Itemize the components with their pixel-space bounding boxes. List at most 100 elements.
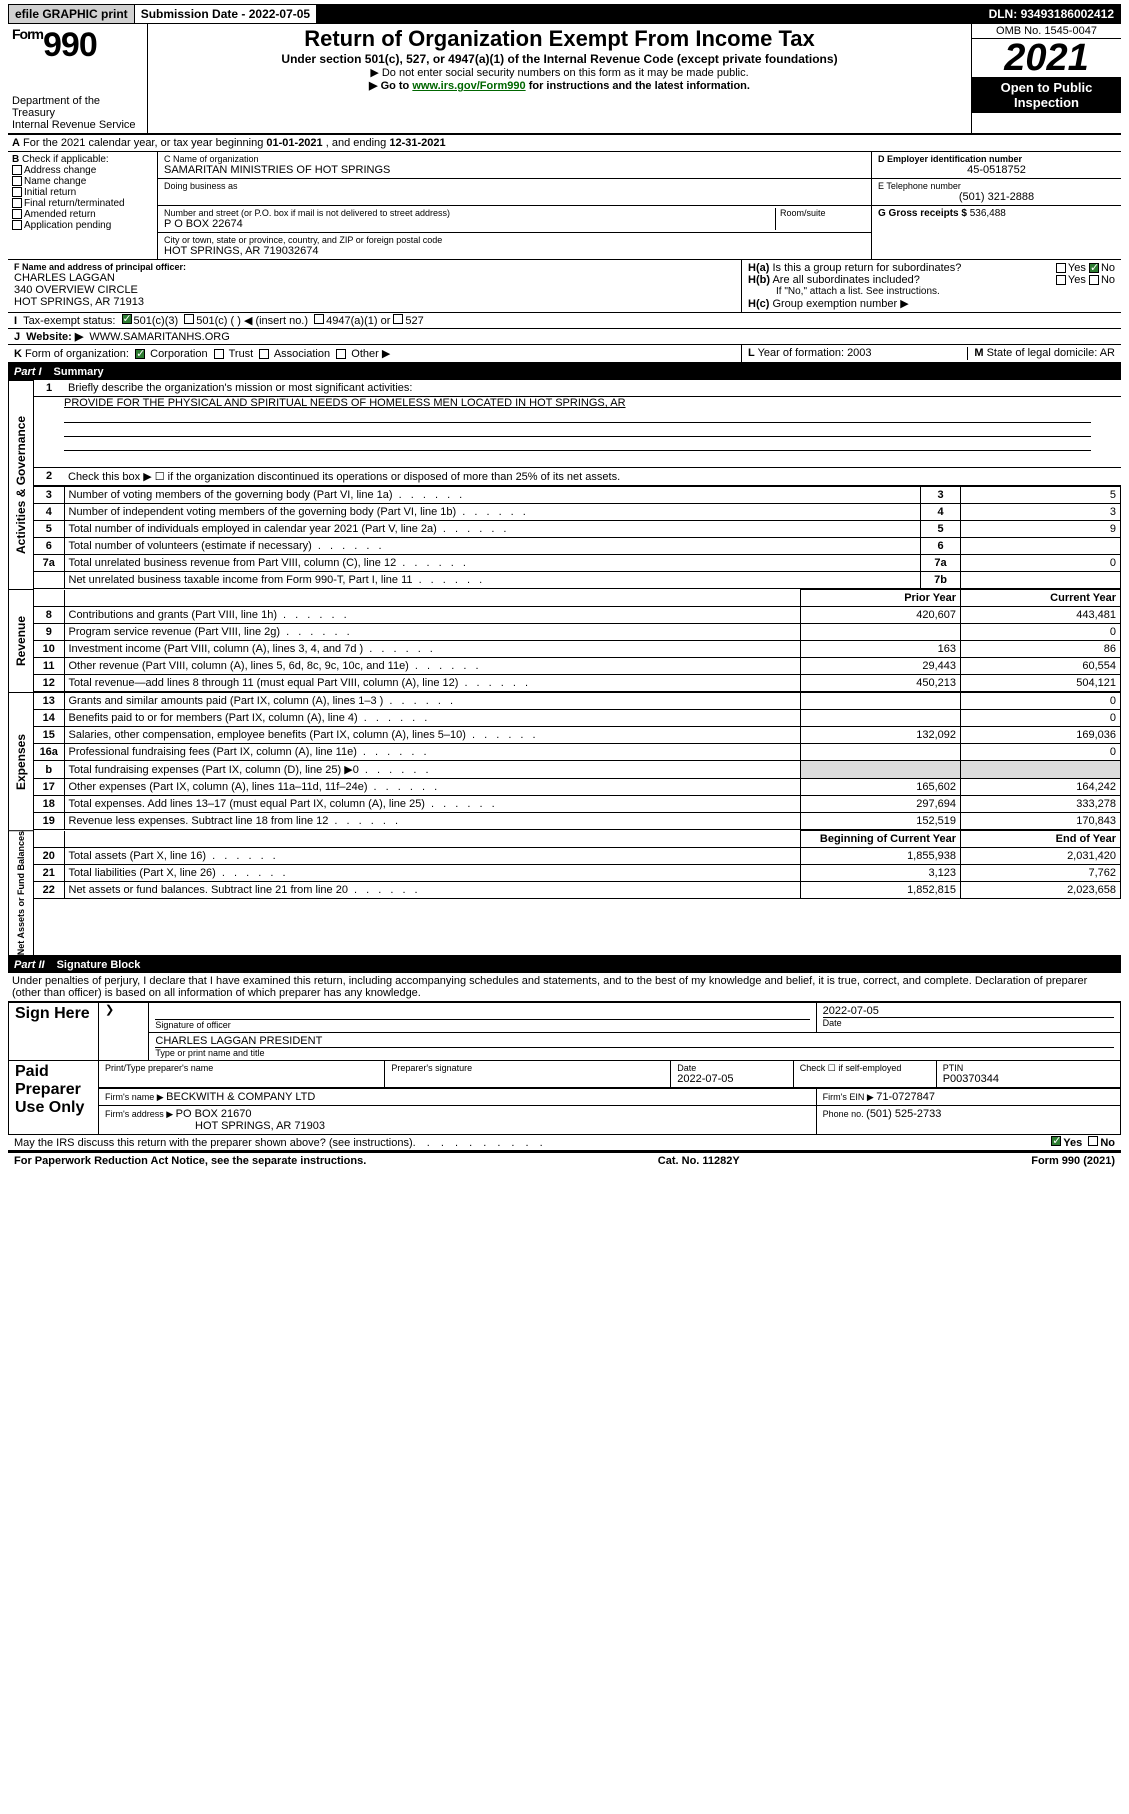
paperwork-notice: For Paperwork Reduction Act Notice, see … xyxy=(14,1155,366,1167)
sig-date-label: Date xyxy=(823,1017,1114,1028)
tax-year: 2021 xyxy=(972,39,1121,77)
sig-date: 2022-07-05 xyxy=(823,1005,1114,1017)
col-c-org-info: C Name of organization SAMARITAN MINISTR… xyxy=(158,152,871,259)
signature-table: Sign Here ❯ Signature of officer 2022-07… xyxy=(8,1002,1121,1135)
table-row: 19Revenue less expenses. Subtract line 1… xyxy=(34,813,1121,830)
phone: (501) 321-2888 xyxy=(878,191,1115,203)
org-name: SAMARITAN MINISTRIES OF HOT SPRINGS xyxy=(164,164,865,176)
check-final-return[interactable] xyxy=(12,198,22,208)
officer-label: F Name and address of principal officer: xyxy=(14,262,186,272)
city: HOT SPRINGS, AR 719032674 xyxy=(164,245,865,257)
check-initial-return[interactable] xyxy=(12,187,22,197)
check-corporation[interactable] xyxy=(135,349,145,359)
col-beg-year: Beginning of Current Year xyxy=(801,831,961,848)
officer-addr1: 340 OVERVIEW CIRCLE xyxy=(14,284,735,296)
topbar-spacer xyxy=(317,5,982,23)
sig-officer-label: Signature of officer xyxy=(155,1019,809,1030)
check-name-change[interactable] xyxy=(12,176,22,186)
state-domicile: AR xyxy=(1100,347,1115,359)
dba-label: Doing business as xyxy=(164,181,865,191)
table-row: 8Contributions and grants (Part VIII, li… xyxy=(34,607,1121,624)
irs-link[interactable]: www.irs.gov/Form990 xyxy=(412,80,525,92)
check-address-change[interactable] xyxy=(12,165,22,175)
check-ha-no[interactable] xyxy=(1089,263,1099,273)
form-link-line: ▶ Go to www.irs.gov/Form990 for instruct… xyxy=(156,79,963,92)
table-activities: 3Number of voting members of the governi… xyxy=(34,486,1121,589)
officer-printed-name: CHARLES LAGGAN PRESIDENT xyxy=(155,1035,1114,1047)
part1-activities: Activities & Governance 1Briefly describ… xyxy=(8,380,1121,589)
cat-no: Cat. No. 11282Y xyxy=(658,1155,740,1167)
street-label: Number and street (or P.O. box if mail i… xyxy=(164,208,775,218)
form-title: Return of Organization Exempt From Incom… xyxy=(156,26,963,52)
discuss-row: May the IRS discuss this return with the… xyxy=(8,1135,1121,1152)
col-d-e-g: D Employer identification number 45-0518… xyxy=(871,152,1121,259)
part1-netassets: Net Assets or Fund Balances Beginning of… xyxy=(8,830,1121,957)
table-row: 4Number of independent voting members of… xyxy=(34,504,1121,521)
check-ha-yes[interactable] xyxy=(1056,263,1066,273)
section-h: H(a) Is this a group return for subordin… xyxy=(741,260,1121,312)
check-discuss-yes[interactable] xyxy=(1051,1136,1061,1146)
line1-label: Briefly describe the organization's miss… xyxy=(64,380,1121,396)
part1-expenses: Expenses 13Grants and similar amounts pa… xyxy=(8,692,1121,830)
ein: 45-0518752 xyxy=(878,164,1115,176)
table-row: 16aProfessional fundraising fees (Part I… xyxy=(34,744,1121,761)
table-netassets: Beginning of Current YearEnd of Year 20T… xyxy=(34,830,1121,899)
check-527[interactable] xyxy=(393,314,403,324)
irs-label: Internal Revenue Service xyxy=(12,119,143,131)
officer-name: CHARLES LAGGAN xyxy=(14,272,735,284)
public-inspection-badge: Open to Public Inspection xyxy=(972,77,1121,113)
row-a-tax-year: A For the 2021 calendar year, or tax yea… xyxy=(8,135,1121,152)
year-formation: 2003 xyxy=(847,347,871,359)
table-row: 21Total liabilities (Part X, line 26)3,1… xyxy=(34,865,1121,882)
firm-addr2: HOT SPRINGS, AR 71903 xyxy=(105,1120,325,1132)
preparer-phone: (501) 525-2733 xyxy=(866,1108,941,1120)
table-row: 10Investment income (Part VIII, column (… xyxy=(34,641,1121,658)
check-discuss-no[interactable] xyxy=(1088,1136,1098,1146)
officer-name-label: Type or print name and title xyxy=(155,1047,1114,1058)
check-hb-no[interactable] xyxy=(1089,275,1099,285)
vtab-activities: Activities & Governance xyxy=(8,380,34,589)
table-row: 11Other revenue (Part VIII, column (A), … xyxy=(34,658,1121,675)
firm-name: BECKWITH & COMPANY LTD xyxy=(166,1091,315,1103)
sign-here: Sign Here xyxy=(9,1003,99,1061)
efile-print-button[interactable]: efile GRAPHIC print xyxy=(9,5,135,23)
check-hb-yes[interactable] xyxy=(1056,275,1066,285)
submission-date-label: Submission Date - xyxy=(141,7,249,21)
form-number-cell: Form990 Department of the Treasury Inter… xyxy=(8,24,148,133)
officer-addr2: HOT SPRINGS, AR 71913 xyxy=(14,296,735,308)
table-row: 14Benefits paid to or for members (Part … xyxy=(34,710,1121,727)
table-row: 20Total assets (Part X, line 16)1,855,93… xyxy=(34,848,1121,865)
form-header: Form990 Department of the Treasury Inter… xyxy=(8,24,1121,135)
check-trust[interactable] xyxy=(214,349,224,359)
col-prior-year: Prior Year xyxy=(801,590,961,607)
table-row: bTotal fundraising expenses (Part IX, co… xyxy=(34,761,1121,779)
org-name-label: C Name of organization xyxy=(164,154,865,164)
check-amended-return[interactable] xyxy=(12,209,22,219)
table-revenue: Prior YearCurrent Year 8Contributions an… xyxy=(34,589,1121,692)
dept-label: Department of the Treasury xyxy=(12,95,143,119)
table-expenses: 13Grants and similar amounts paid (Part … xyxy=(34,692,1121,830)
table-row: 3Number of voting members of the governi… xyxy=(34,487,1121,504)
table-row: 5Total number of individuals employed in… xyxy=(34,521,1121,538)
part-2-header: Part II Signature Block xyxy=(8,957,1121,973)
ptin: P00370344 xyxy=(943,1073,1114,1085)
check-application-pending[interactable] xyxy=(12,220,22,230)
firm-addr1: PO BOX 21670 xyxy=(176,1108,252,1120)
col-b-checkboxes: B Check if applicable: Address change Na… xyxy=(8,152,158,259)
check-501c3[interactable] xyxy=(122,314,132,324)
row-i: ITax-exempt status: 501(c)(3) 501(c) ( )… xyxy=(8,313,1121,329)
ein-label: D Employer identification number xyxy=(878,154,1022,164)
check-association[interactable] xyxy=(259,349,269,359)
firm-ein: 71-0727847 xyxy=(876,1091,935,1103)
check-other[interactable] xyxy=(336,349,346,359)
form-title-cell: Return of Organization Exempt From Incom… xyxy=(148,24,971,133)
col-current-year: Current Year xyxy=(961,590,1121,607)
table-row: 7aTotal unrelated business revenue from … xyxy=(34,555,1121,572)
room-label: Room/suite xyxy=(780,208,865,218)
check-501c[interactable] xyxy=(184,314,194,324)
year-badge-cell: OMB No. 1545-0047 2021 Open to Public In… xyxy=(971,24,1121,133)
table-row: 17Other expenses (Part IX, column (A), l… xyxy=(34,779,1121,796)
check-4947[interactable] xyxy=(314,314,324,324)
table-row: 15Salaries, other compensation, employee… xyxy=(34,727,1121,744)
row-j: JWebsite: ▶ WWW.SAMARITANHS.ORG xyxy=(8,329,1121,345)
